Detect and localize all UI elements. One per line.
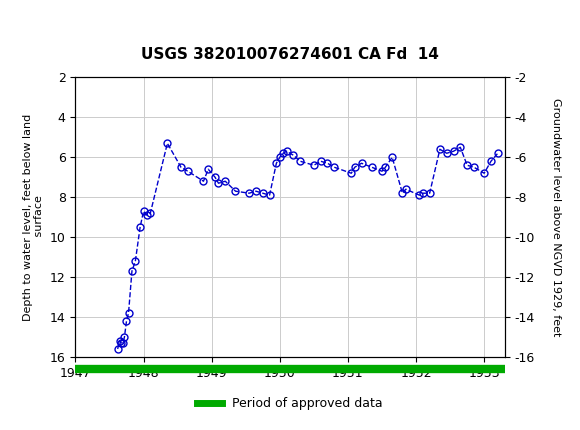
Text: ☒USGS: ☒USGS bbox=[17, 17, 89, 35]
Text: USGS 382010076274601 CA Fd  14: USGS 382010076274601 CA Fd 14 bbox=[141, 47, 439, 62]
Y-axis label: Depth to water level, feet below land
 surface: Depth to water level, feet below land su… bbox=[23, 114, 44, 321]
Legend: Period of approved data: Period of approved data bbox=[192, 392, 388, 415]
Y-axis label: Groundwater level above NGVD 1929, feet: Groundwater level above NGVD 1929, feet bbox=[552, 98, 561, 336]
